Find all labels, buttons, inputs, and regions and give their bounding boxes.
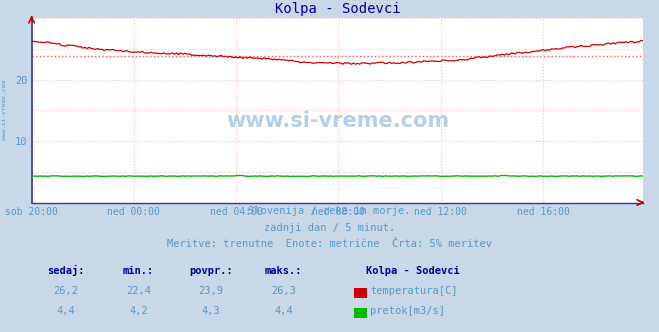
Text: sedaj:: sedaj:: [47, 265, 84, 276]
Text: Slovenija / reke in morje.: Slovenija / reke in morje.: [248, 206, 411, 216]
Text: temperatura[C]: temperatura[C]: [370, 286, 458, 296]
Text: 22,4: 22,4: [126, 286, 151, 296]
Text: 4,3: 4,3: [202, 306, 220, 316]
Text: zadnji dan / 5 minut.: zadnji dan / 5 minut.: [264, 223, 395, 233]
Text: min.:: min.:: [123, 266, 154, 276]
Text: povpr.:: povpr.:: [189, 266, 233, 276]
Text: 26,3: 26,3: [271, 286, 296, 296]
Text: www.si-vreme.com: www.si-vreme.com: [2, 80, 7, 140]
Text: www.si-vreme.com: www.si-vreme.com: [226, 112, 449, 131]
Text: 23,9: 23,9: [198, 286, 223, 296]
Text: 4,4: 4,4: [274, 306, 293, 316]
Text: maks.:: maks.:: [265, 266, 302, 276]
Text: pretok[m3/s]: pretok[m3/s]: [370, 306, 445, 316]
Text: 4,2: 4,2: [129, 306, 148, 316]
Text: Kolpa - Sodevci: Kolpa - Sodevci: [366, 266, 459, 276]
Text: 26,2: 26,2: [53, 286, 78, 296]
Text: Meritve: trenutne  Enote: metrične  Črta: 5% meritev: Meritve: trenutne Enote: metrične Črta: …: [167, 239, 492, 249]
Text: 4,4: 4,4: [57, 306, 75, 316]
Title: Kolpa - Sodevci: Kolpa - Sodevci: [275, 2, 400, 16]
